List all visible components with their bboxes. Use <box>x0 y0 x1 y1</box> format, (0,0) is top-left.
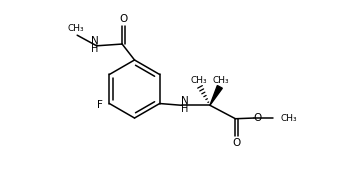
Text: H: H <box>91 44 98 54</box>
Text: F: F <box>97 100 103 110</box>
Text: H: H <box>182 104 189 114</box>
Text: CH₃: CH₃ <box>191 76 207 85</box>
Text: O: O <box>253 113 262 123</box>
Text: N: N <box>181 96 189 106</box>
Text: CH₃: CH₃ <box>68 24 84 33</box>
Text: O: O <box>119 14 127 24</box>
Text: CH₃: CH₃ <box>213 76 229 85</box>
Polygon shape <box>210 86 222 105</box>
Text: O: O <box>232 138 241 148</box>
Text: N: N <box>91 36 99 46</box>
Text: CH₃: CH₃ <box>281 114 297 122</box>
